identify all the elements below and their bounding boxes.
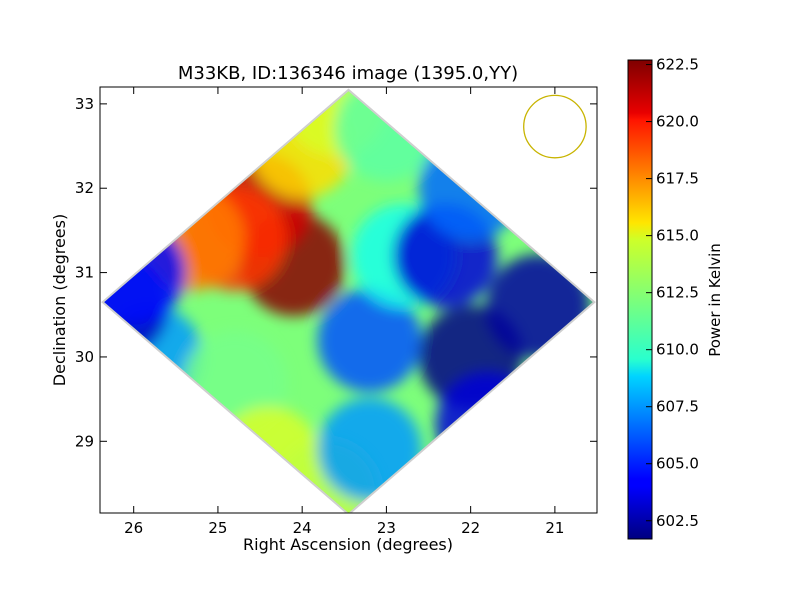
y-tick-label: 32 (75, 179, 94, 197)
x-axis-label: Right Ascension (degrees) (243, 535, 453, 554)
x-tick-label: 22 (461, 519, 480, 537)
heatmap-feature-9 (104, 220, 186, 325)
chart-title: M33KB, ID:136346 image (1395.0,YY) (178, 63, 518, 84)
heatmap-feature-19 (418, 136, 523, 241)
heatmap-feature-20 (435, 372, 540, 477)
axis-ticks: 26 25 24 23 22 21 29 30 31 32 33 (75, 87, 597, 537)
y-tick-label: 29 (75, 432, 94, 450)
heatmap-feature-14 (317, 288, 422, 393)
colorbar-tick-label: 620.0 (656, 113, 699, 131)
heatmap-feature-18 (486, 254, 590, 359)
colorbar-tick-label: 615.0 (656, 227, 699, 245)
x-tick-label: 21 (545, 519, 564, 537)
x-tick-label: 26 (124, 519, 143, 537)
colorbar (627, 59, 653, 540)
colorbar-tick-label: 612.5 (656, 284, 699, 302)
y-tick-label: 30 (75, 348, 94, 366)
colorbar-tick-label: 622.5 (656, 56, 699, 74)
heatmap-feature-13 (317, 397, 422, 502)
colorbar-tick-label: 617.5 (656, 170, 699, 188)
colorbar-tick-label: 602.5 (656, 512, 699, 530)
heatmap-area (101, 88, 596, 513)
colorbar-label: Power in Kelvin (706, 243, 724, 357)
colorbar-tick-label: 605.0 (656, 455, 699, 473)
x-tick-label: 25 (208, 519, 227, 537)
x-tick-label: 24 (293, 519, 312, 537)
colorbar-tick-label: 610.0 (656, 341, 699, 359)
y-tick-label: 33 (75, 95, 94, 113)
beam-marker (523, 94, 587, 159)
y-tick-label: 31 (75, 264, 94, 282)
y-axis-label: Declination (degrees) (50, 214, 69, 386)
colorbar-tick-label: 607.5 (656, 398, 699, 416)
x-tick-label: 23 (377, 519, 396, 537)
heatmap-blobs (104, 91, 590, 513)
colorbar-ticks: 602.5 605.0 607.5 610.0 612.5 615.0 617.5 620.0… (646, 56, 699, 530)
plot-frame (99, 86, 598, 514)
